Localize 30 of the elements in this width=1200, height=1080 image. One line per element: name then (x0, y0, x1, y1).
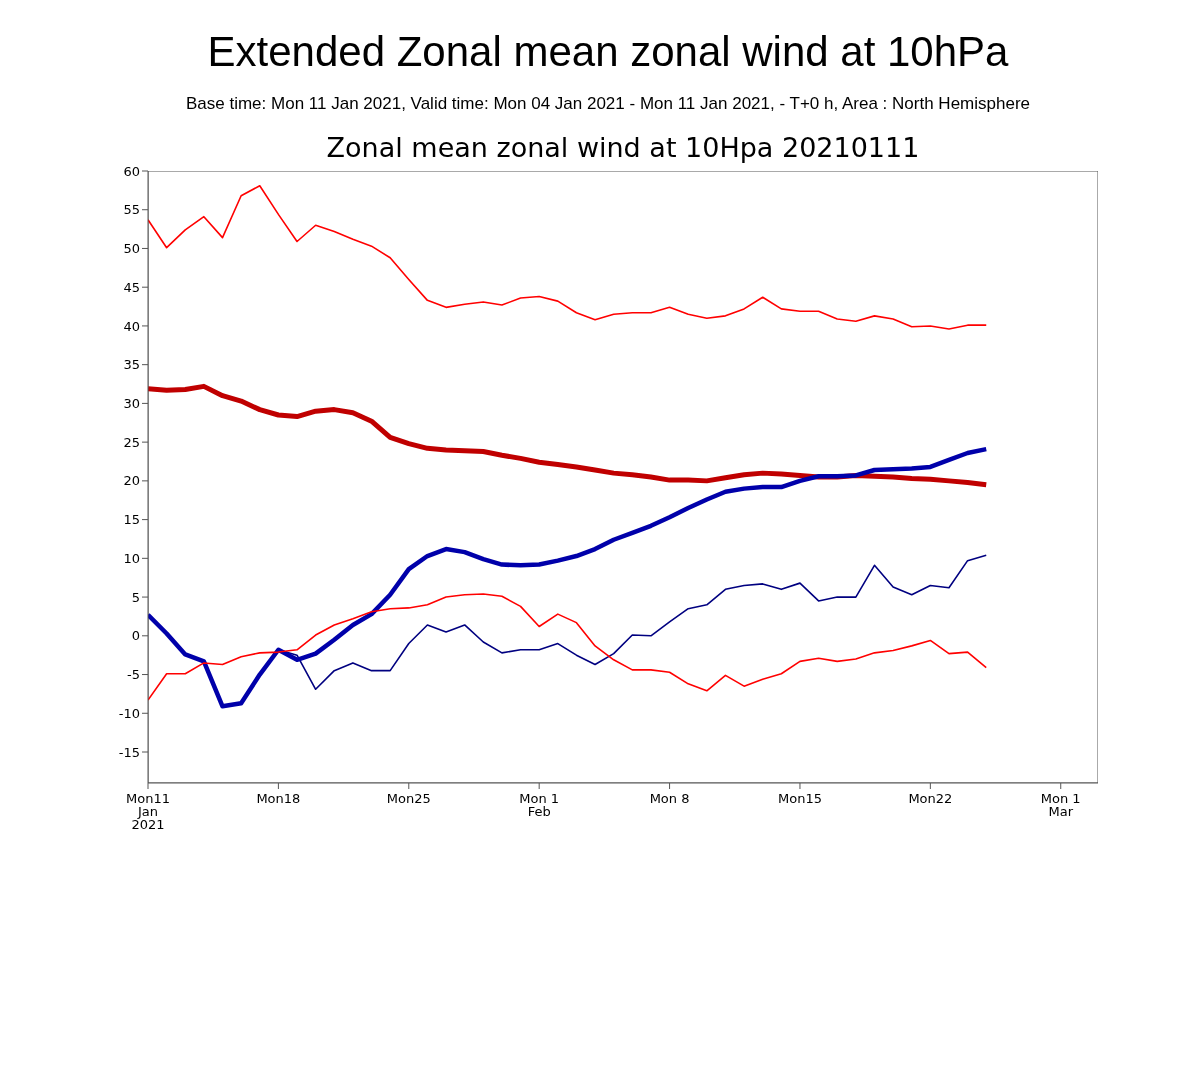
x-tick-label: Mon 1 Mar (1040, 791, 1081, 819)
y-tick-label: 15 (123, 512, 140, 528)
line-series (148, 446, 989, 709)
x-tick-label: Mon25 (386, 791, 431, 806)
y-tick-label: 50 (123, 241, 140, 257)
x-tick-label: Mon 8 (649, 791, 690, 806)
y-tick-label: 20 (123, 473, 140, 489)
y-tick-label: 0 (131, 628, 140, 644)
y-tick-label: 5 (131, 589, 140, 605)
y-tick-label: 45 (123, 279, 140, 295)
y-tick-label: 55 (123, 202, 140, 218)
y-tick-label: 40 (123, 318, 140, 334)
chart-subtitle: Base time: Mon 11 Jan 2021, Valid time: Mon 04 Jan 2021 - Mon 11 Jan 2021, - T+0 h, Area : North Hemisphere (185, 94, 1031, 114)
y-tick-label: -5 (127, 667, 140, 683)
x-tick-label: Mon22 (908, 791, 953, 806)
y-tick-label: 10 (123, 550, 140, 566)
y-tick-label: -10 (118, 705, 140, 721)
y-tick-label: 25 (123, 434, 140, 450)
x-tick-label: Mon18 (256, 791, 301, 806)
line-series (148, 593, 988, 701)
y-tick-label: 60 (123, 163, 140, 179)
x-tick-label: Mon15 (777, 791, 822, 806)
y-tick-label: -15 (118, 744, 140, 760)
x-tick-label: Mon 1 Feb (519, 791, 560, 819)
line-series (148, 184, 988, 330)
x-tick-label: Mon11 Jan 2021 (126, 791, 170, 832)
y-tick-label: 35 (123, 357, 140, 373)
y-tick-label: 30 (123, 396, 140, 412)
text: Zonal mean zonal wind at 10Hpa 20210111 (325, 132, 921, 163)
chart-title: Extended Zonal mean zonal wind at 10hPa (206, 27, 1010, 76)
